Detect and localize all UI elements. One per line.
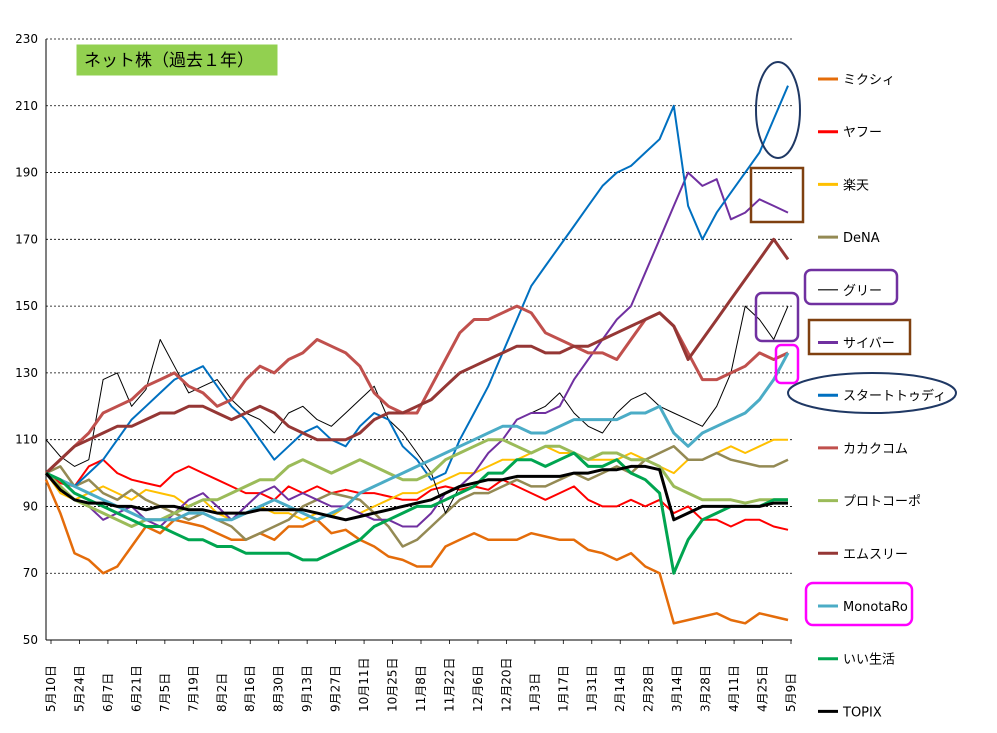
x-tick-label: 8月16日 [243,665,257,712]
x-tick-label: 1月31日 [585,665,599,712]
x-tick-label: 10月25日 [386,657,400,712]
x-tick-label: 1月3日 [528,673,542,712]
x-tick-label: 9月27日 [329,665,343,712]
x-tick-label: 12月20日 [499,657,513,712]
annotation-box-monotaro-line [774,343,800,385]
x-tick-label: 4月25日 [756,665,770,712]
x-tick-label: 2月14日 [613,665,627,712]
series-line-12 [44,464,788,522]
legend-label: DeNA [843,231,880,246]
legend-label: いい生活 [843,653,895,668]
legend-label: エムスリー [843,547,908,562]
y-tick-label: 130 [15,366,38,380]
x-tick-label: 2月28日 [642,665,656,712]
x-tick-label: 11月8日 [414,665,428,712]
series-line-1 [45,458,789,531]
y-axis: 50 70 90 110 130 150 170 190 210 230 [15,32,47,647]
x-tick-label: 9月13日 [300,665,314,712]
x-tick-label: 7月19日 [186,665,200,712]
y-tick-label: 230 [15,32,38,46]
x-tick-label: 3月28日 [699,665,713,712]
x-tick-label: 11月22日 [442,657,456,712]
legend-label: 楽天 [843,177,869,193]
legend-label: ミクシィ [843,73,895,88]
legend-label: スタートトゥディ [843,388,946,404]
legend-label: カカクコム [843,442,908,457]
x-tick-label: 1月17日 [556,665,570,712]
x-tick-label: 10月11日 [357,657,371,712]
series-line-10 [45,352,790,522]
annotation-box-cyber-legend [807,318,912,356]
y-tick-label: 190 [15,166,38,180]
x-tick-label: 4月11日 [727,665,741,712]
series-line-11 [45,451,788,575]
series-lines [44,85,790,625]
x-tick-label: 6月21日 [129,665,143,712]
series-line-0 [44,479,789,625]
annotations [749,61,957,627]
annotation-ellipse-startoday-line [755,61,801,159]
x-tick-label: 8月30日 [272,665,286,712]
series-line-5 [45,171,789,528]
chart-title: ネット株（過去１年） [84,51,254,71]
x-tick-label: 8月2日 [215,673,229,712]
y-tick-label: 70 [23,566,38,580]
y-tick-label: 210 [15,99,38,113]
legend-label: サイバー [843,337,895,352]
legend-label: グリー [843,284,882,299]
y-tick-label: 90 [23,499,38,513]
x-tick-label: 3月14日 [670,665,684,712]
x-tick-label: 12月6日 [471,665,485,712]
annotation-box-gree-legend [803,268,899,306]
chart-title-box: ネット株（過去１年） [75,43,279,77]
legend-label: TOPIX [842,705,882,720]
legend-label: プロトコーポ [843,495,921,510]
series-line-4 [45,305,789,514]
series-line-6 [45,85,789,488]
x-tick-label: 6月7日 [101,673,115,712]
series-line-2 [45,438,788,521]
annotation-box-cyber-line [749,166,805,224]
x-tick-label: 7月5日 [158,673,172,712]
y-tick-label: 170 [15,232,38,246]
legend-label: MonotaRo [843,600,908,615]
series-line-3 [45,445,789,548]
y-tick-label: 110 [15,433,38,447]
legend-label: ヤフー [843,126,882,141]
x-tick-label: 5月24日 [72,665,86,712]
series-line-8 [44,438,788,528]
series-line-9 [44,237,790,475]
x-axis: 5月10日 5月24日 6月7日 6月21日 7月5日 7月19日 8月2日 8月16日 8月3… [44,639,798,712]
annotation-box-gree-line [754,291,800,343]
annotation-ellipse-startoday-legend [787,372,957,414]
y-tick-label: 150 [15,299,38,313]
annotation-box-monotaro-legend [804,581,914,627]
x-tick-label: 5月10日 [44,665,58,712]
x-tick-label: 5月9日 [784,673,798,712]
y-tick-label: 50 [23,633,38,647]
